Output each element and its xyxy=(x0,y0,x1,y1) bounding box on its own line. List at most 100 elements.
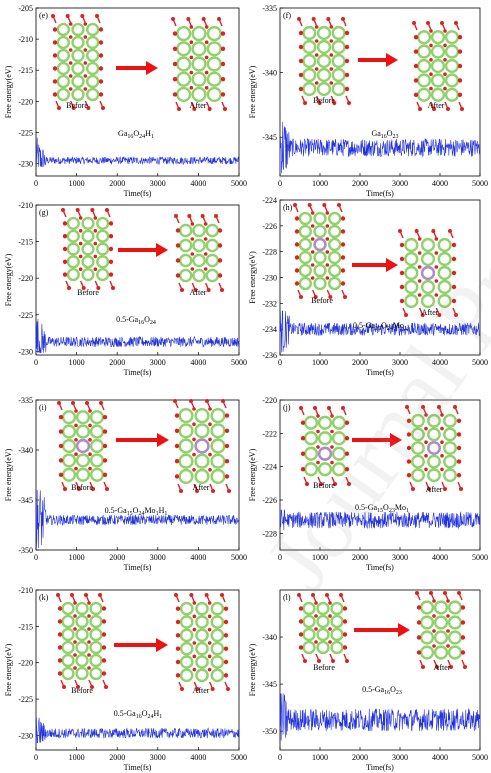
ga-atom xyxy=(330,640,344,655)
ga-atom xyxy=(89,453,105,468)
ga-atom xyxy=(96,268,110,282)
o-atom xyxy=(57,619,63,624)
o-atom xyxy=(58,472,64,477)
o-atom xyxy=(406,459,412,464)
ga-atom xyxy=(71,35,85,50)
o-atom xyxy=(175,228,181,233)
ga-atom xyxy=(416,58,432,74)
o-atom xyxy=(330,429,334,434)
ga-atom xyxy=(205,238,220,253)
o-atom xyxy=(192,614,197,619)
ga-atom xyxy=(81,255,95,269)
ga-atom xyxy=(404,251,419,267)
o-atom xyxy=(413,92,419,98)
y-axis-label: Free energy(eV) xyxy=(4,65,13,118)
composition-label: 0.5-Ga16O24H1 xyxy=(114,709,163,720)
o-atom xyxy=(319,482,323,486)
o-atom xyxy=(344,30,350,36)
ga-atom xyxy=(419,645,435,660)
ga-atom xyxy=(86,35,100,50)
o-atom xyxy=(207,627,212,632)
o-atom xyxy=(87,640,91,644)
ga-atom xyxy=(89,467,105,482)
o-atom xyxy=(314,39,319,43)
o-atom xyxy=(83,22,88,26)
before-label: Before xyxy=(313,96,335,105)
o-atom xyxy=(208,407,212,411)
o-atom xyxy=(429,86,433,91)
composition-text: O xyxy=(390,685,396,694)
composition-subscript: 16 xyxy=(381,134,387,140)
y-tick-label: -224 xyxy=(262,196,277,205)
o-atom xyxy=(93,241,98,246)
o-atom xyxy=(83,74,88,78)
o-atom xyxy=(201,17,206,21)
ga-atom xyxy=(178,253,193,268)
o-atom xyxy=(204,593,209,597)
o-atom xyxy=(344,451,350,456)
ga-atom xyxy=(89,666,103,681)
o-atom xyxy=(57,658,63,663)
o-atom xyxy=(322,203,327,207)
o-atom xyxy=(174,428,180,433)
composition-label: 0.5-Ga15O24Mo1H1 xyxy=(105,506,168,517)
plot-frame xyxy=(35,7,240,177)
ga-atom xyxy=(89,614,103,629)
o-atom xyxy=(340,242,346,247)
o-atom xyxy=(98,79,104,84)
o-atom xyxy=(424,467,428,472)
o-atom xyxy=(98,66,104,71)
o-atom xyxy=(223,606,229,611)
ga-atom xyxy=(298,237,312,252)
o-atom xyxy=(298,44,304,50)
y-tick-label: -340 xyxy=(18,446,33,455)
composition-subscript: 24 xyxy=(150,320,156,326)
o-atom xyxy=(454,313,458,317)
chart-panel: -340 -345 -350 0 1000 2000 3000 4000 5000 Time(fs… xyxy=(248,589,488,772)
energy-series-line xyxy=(279,693,481,741)
o-atom xyxy=(224,459,230,464)
ga-atom xyxy=(328,224,342,239)
o-atom xyxy=(398,229,402,233)
y-tick-label: -220 xyxy=(18,274,33,283)
ga-atom xyxy=(86,22,100,37)
ga-atom xyxy=(206,86,222,102)
y-tick-label: -350 xyxy=(262,727,277,736)
ga-atom xyxy=(56,61,70,76)
ga-atom xyxy=(206,56,222,72)
o-atom xyxy=(426,21,430,25)
o-atom xyxy=(460,650,466,655)
o-atom xyxy=(78,241,83,246)
ga-atom xyxy=(302,67,317,83)
o-atom xyxy=(329,81,334,85)
o-atom xyxy=(325,250,330,254)
o-atom xyxy=(328,295,333,299)
x-tick-label: 5000 xyxy=(472,358,488,367)
o-atom xyxy=(192,667,197,672)
y-tick-label: -220 xyxy=(18,659,33,668)
ga-atom xyxy=(75,467,91,482)
transition-arrowhead xyxy=(390,433,402,447)
ga-atom xyxy=(81,229,95,243)
before-label: Before xyxy=(311,296,333,305)
ga-atom xyxy=(443,468,457,483)
o-atom xyxy=(440,426,444,431)
o-atom xyxy=(220,31,226,36)
x-tick-label: 3000 xyxy=(392,753,408,762)
o-atom xyxy=(415,591,419,595)
o-atom xyxy=(417,279,422,283)
o-atom xyxy=(174,459,180,464)
y-tick-label: -226 xyxy=(262,222,277,231)
ga-atom xyxy=(437,237,452,253)
o-atom xyxy=(58,443,64,449)
structure-frame xyxy=(410,414,458,482)
after-structure xyxy=(398,229,458,317)
ga-atom xyxy=(316,640,330,655)
o-atom xyxy=(80,14,85,18)
ga-atom xyxy=(194,408,210,424)
ga-atom xyxy=(313,224,327,239)
composition-subscript: 23 xyxy=(396,690,402,696)
ga-atom xyxy=(66,268,80,282)
o-atom xyxy=(456,418,462,423)
o-atom xyxy=(457,92,463,98)
